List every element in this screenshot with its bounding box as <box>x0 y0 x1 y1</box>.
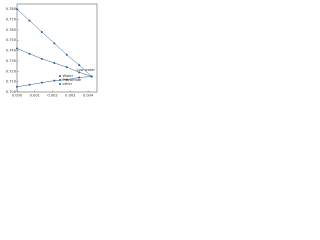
x-tick-label: 0.003 <box>65 94 75 98</box>
y-tick-label: 0.760 <box>6 28 17 32</box>
point <box>16 47 18 50</box>
point <box>40 57 43 60</box>
point <box>53 62 56 65</box>
point <box>65 66 68 69</box>
annotation: Low water <box>77 68 96 72</box>
legend-label: Polyamide <box>63 78 82 82</box>
y-tick-label: 0.700 <box>6 90 17 94</box>
point <box>65 78 68 81</box>
y-tick-label: 0.730 <box>6 59 17 63</box>
plot-frame <box>16 3 98 93</box>
legend-marker <box>59 75 61 77</box>
page: 0.700 0.710 0.720 0.730 0.740 0.750 0.760 0.770… <box>0 0 320 114</box>
point <box>53 42 56 45</box>
chart: 0.700 0.710 0.720 0.730 0.740 0.750 0.760 0.770… <box>6 3 98 98</box>
legend-marker <box>59 79 61 81</box>
point <box>53 79 56 82</box>
point <box>78 76 81 79</box>
y-tick-label: 0.750 <box>6 38 17 42</box>
x-tick-label: 0.000 <box>12 94 23 98</box>
x-tick-label: 0.002 <box>47 94 57 98</box>
legend-label: Water <box>63 74 74 78</box>
y-tick-label: 0.740 <box>6 49 17 53</box>
point <box>16 8 18 11</box>
y-tick-label: 0.710 <box>6 80 17 84</box>
y-tick-label: 0.780 <box>6 7 17 11</box>
x-tick-label: 0.004 <box>83 94 94 98</box>
point <box>28 83 31 86</box>
x-tick-label: 0.001 <box>30 94 40 98</box>
point <box>28 52 31 55</box>
point <box>90 75 93 78</box>
point <box>28 19 31 22</box>
y-tick-label: 0.720 <box>6 69 17 73</box>
point <box>65 53 68 56</box>
point <box>78 64 81 67</box>
y-tick-label: 0.770 <box>6 18 17 22</box>
point <box>16 85 18 88</box>
point <box>78 71 81 74</box>
point <box>40 81 43 84</box>
legend-marker <box>59 83 61 85</box>
point <box>40 30 43 33</box>
legend-label: other <box>63 82 73 86</box>
